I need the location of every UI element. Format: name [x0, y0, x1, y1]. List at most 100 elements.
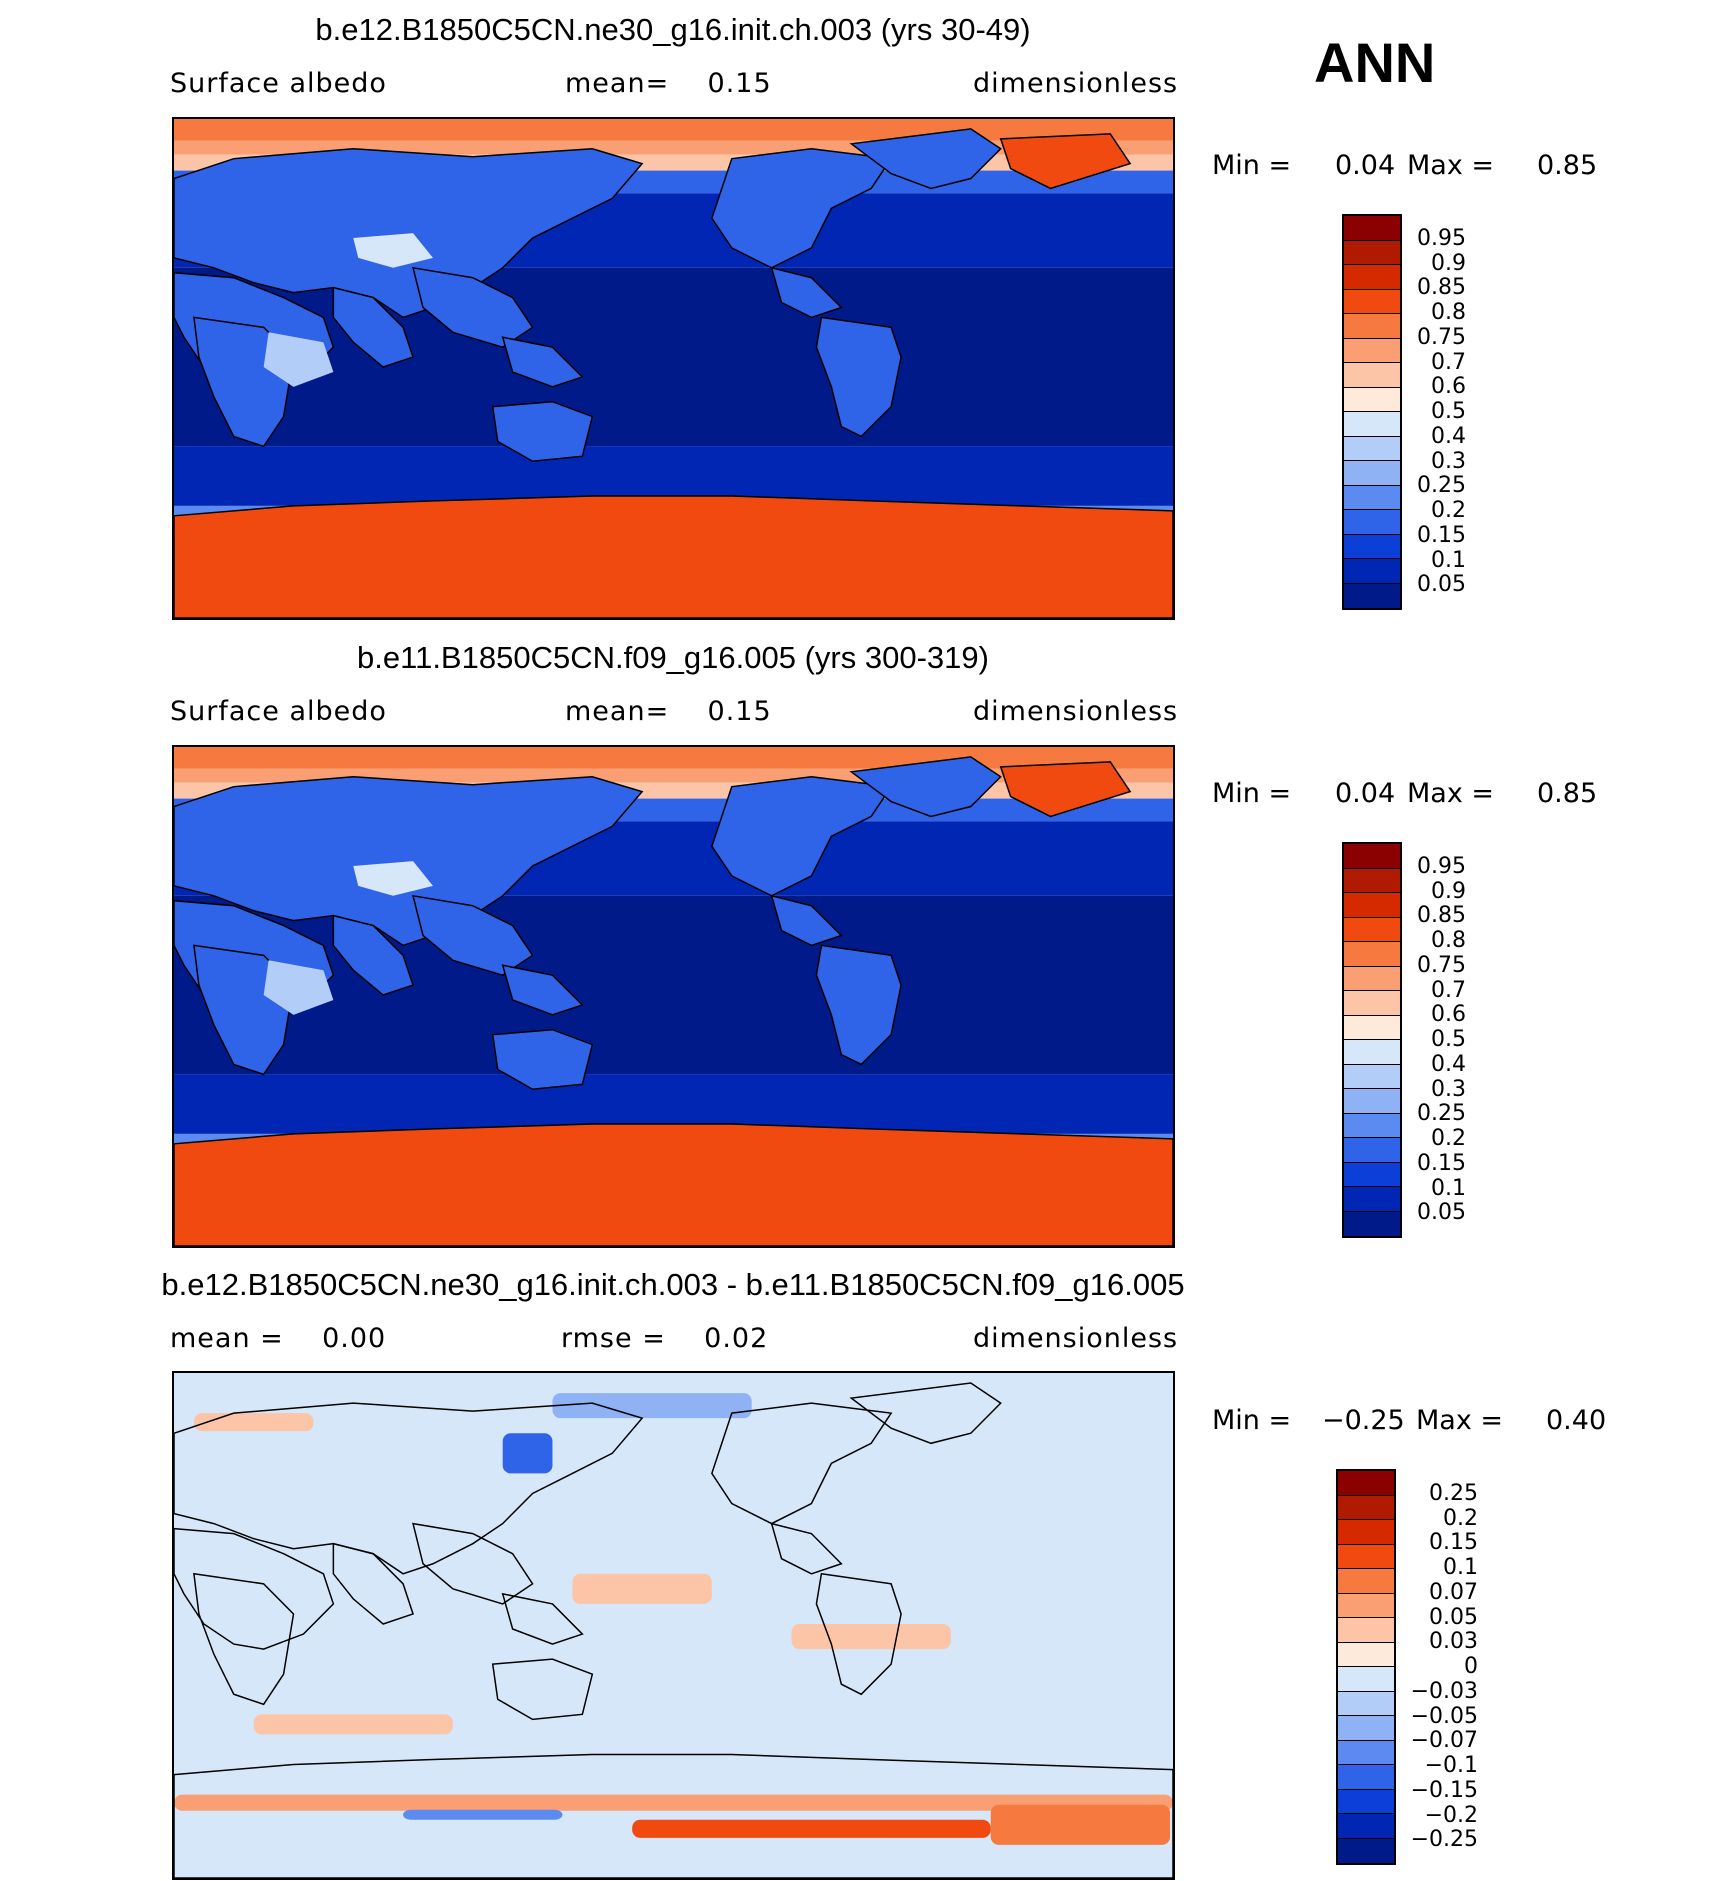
colorbar-tick-label: 0.05	[1429, 1604, 1478, 1630]
colorbar-swatch	[1338, 1618, 1394, 1643]
colorbar	[1342, 214, 1402, 610]
colorbar-tick-label: 0.05	[1417, 1200, 1466, 1226]
colorbar-tick-label: −0.07	[1410, 1728, 1478, 1754]
mean-label: mean= 0.15	[565, 696, 772, 727]
colorbar-tick-label: 0.85	[1417, 903, 1466, 929]
colorbar-tick-label: 0.03	[1429, 1629, 1478, 1655]
colorbar-swatch	[1344, 265, 1400, 290]
map-canvas	[174, 119, 1173, 618]
panel-title: b.e12.B1850C5CN.ne30_g16.init.ch.003 - b…	[161, 1267, 1185, 1302]
map-canvas	[174, 747, 1173, 1246]
colorbar-swatch	[1344, 289, 1400, 314]
colorbar-swatch	[1338, 1789, 1394, 1814]
colorbar-swatch	[1344, 917, 1400, 942]
colorbar-tick-label: 0.75	[1417, 952, 1466, 978]
colorbar-tick-label: 0.2	[1431, 498, 1466, 523]
colorbar-swatch	[1344, 966, 1400, 991]
colorbar-swatch	[1344, 1211, 1400, 1236]
colorbar-tick-label: 0.7	[1431, 349, 1466, 375]
colorbar-swatch	[1344, 485, 1400, 510]
units-label: dimensionless	[973, 696, 1179, 727]
units-label: dimensionless	[973, 68, 1179, 99]
colorbar-tick-label: 0.15	[1429, 1530, 1478, 1556]
colorbar-swatch	[1344, 583, 1400, 608]
map-canvas	[174, 1373, 1173, 1878]
colorbar-tick-label: 0.15	[1417, 1150, 1466, 1176]
colorbar-swatch	[1344, 1113, 1400, 1138]
max-value: 0.40	[1546, 1405, 1607, 1436]
colorbar-tick-label: 0.85	[1417, 275, 1466, 301]
colorbar-swatch	[1344, 363, 1400, 388]
colorbar-tick-label: 0.4	[1431, 423, 1466, 449]
colorbar-tick-label: 0.25	[1417, 1101, 1466, 1127]
colorbar-swatch	[1344, 1040, 1400, 1065]
colorbar-swatch	[1344, 534, 1400, 559]
panel-title: b.e12.B1850C5CN.ne30_g16.init.ch.003 (yr…	[315, 12, 1031, 47]
colorbar-tick-label: 0.2	[1443, 1505, 1478, 1531]
colorbar-tick-label: −0.1	[1424, 1753, 1478, 1778]
colorbar-tick-label: 0.7	[1431, 977, 1466, 1003]
colorbar-tick-label: 0.1	[1431, 1175, 1466, 1201]
season-label: ANN	[1314, 31, 1436, 94]
min-value: 0.04	[1335, 150, 1396, 181]
colorbar-tick-label: −0.05	[1410, 1703, 1478, 1729]
colorbar-labels: 0.95 0.9 0.85 0.8 0.75 0.7 0.6 0.5 0.4 0.3 0.25 0.2…	[1404, 214, 1466, 610]
colorbar-swatch	[1338, 1716, 1394, 1741]
colorbar-swatch	[1344, 991, 1400, 1016]
colorbar-swatch	[1344, 510, 1400, 535]
min-value: −0.25	[1322, 1405, 1405, 1436]
colorbar-tick-label: 0.5	[1431, 1027, 1466, 1052]
colorbar-tick-label: 0.75	[1417, 324, 1466, 350]
variable-label: Surface albedo	[170, 696, 387, 727]
colorbar-swatch	[1338, 1569, 1394, 1594]
colorbar-tick-label: 0.05	[1417, 572, 1466, 598]
colorbar-tick-label: 0.3	[1431, 1076, 1466, 1102]
max-value: 0.85	[1537, 150, 1598, 181]
colorbar-labels: 0.25 0.2 0.15 0.1 0.07 0.05 0.03 0 −0.03 −0.05 −0.…	[1398, 1469, 1478, 1865]
colorbar-swatch	[1344, 436, 1400, 461]
colorbar-swatch	[1344, 216, 1400, 241]
colorbar-swatch	[1344, 559, 1400, 584]
colorbar-swatch	[1338, 1520, 1394, 1545]
min-label: Min =	[1212, 778, 1292, 809]
max-label: Max =	[1407, 150, 1495, 181]
colorbar-swatch	[1344, 240, 1400, 265]
colorbar-tick-label: 0.6	[1431, 374, 1466, 400]
colorbar-swatch	[1338, 1471, 1394, 1496]
colorbar-tick-label: 0.15	[1417, 522, 1466, 548]
colorbar	[1342, 842, 1402, 1238]
colorbar-swatch	[1338, 1667, 1394, 1692]
colorbar-tick-label: 0.8	[1431, 928, 1466, 953]
colorbar-labels: 0.95 0.9 0.85 0.8 0.75 0.7 0.6 0.5 0.4 0.3 0.25 0.2…	[1404, 842, 1466, 1238]
colorbar-swatch	[1344, 1089, 1400, 1114]
colorbar-swatch	[1338, 1765, 1394, 1790]
difference-map	[172, 1371, 1175, 1880]
colorbar-swatch	[1338, 1814, 1394, 1839]
colorbar-swatch	[1344, 1015, 1400, 1040]
panel-2: b.e11.B1850C5CN.f09_g16.005 (yrs 300-319…	[0, 628, 1710, 1258]
mean-label: mean = 0.00	[170, 1323, 387, 1354]
colorbar-swatch	[1344, 1187, 1400, 1212]
max-value: 0.85	[1537, 778, 1598, 809]
min-label: Min =	[1212, 150, 1292, 181]
colorbar-tick-label: 0.4	[1431, 1051, 1466, 1077]
colorbar-swatch	[1338, 1544, 1394, 1569]
min-value: 0.04	[1335, 778, 1396, 809]
colorbar-swatch	[1344, 314, 1400, 339]
colorbar-tick-label: 0.9	[1431, 250, 1466, 276]
rmse-label: rmse = 0.02	[561, 1323, 769, 1354]
colorbar	[1336, 1469, 1396, 1865]
colorbar-tick-label: −0.15	[1410, 1777, 1478, 1803]
mean-label: mean= 0.15	[565, 68, 772, 99]
colorbar-swatch	[1344, 1162, 1400, 1187]
max-label: Max =	[1416, 1405, 1504, 1436]
colorbar-swatch	[1338, 1495, 1394, 1520]
colorbar-swatch	[1344, 338, 1400, 363]
panel-3-difference: b.e12.B1850C5CN.ne30_g16.init.ch.003 - b…	[0, 1255, 1710, 1881]
colorbar-swatch	[1338, 1642, 1394, 1667]
colorbar-tick-label: −0.03	[1410, 1678, 1478, 1704]
colorbar-tick-label: 0.9	[1431, 878, 1466, 904]
colorbar-swatch	[1338, 1740, 1394, 1765]
colorbar-swatch	[1344, 387, 1400, 412]
panel-title: b.e11.B1850C5CN.f09_g16.005 (yrs 300-319…	[357, 640, 989, 675]
